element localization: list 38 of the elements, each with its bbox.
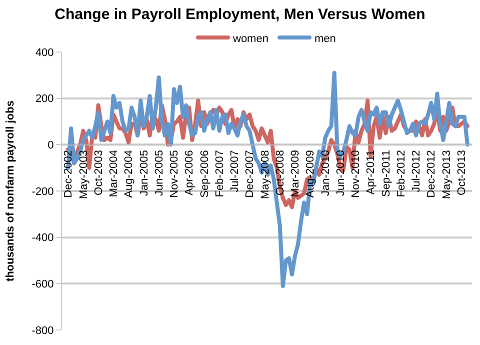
chart-title: Change in Payroll Employment, Men Versus Women	[54, 6, 426, 24]
x-tick-label: Apr-2006	[184, 150, 196, 196]
x-tick-label: Jun-2010	[334, 150, 347, 196]
x-tick-label: Mar-2004	[108, 150, 120, 198]
x-tick-label: May-2008	[259, 150, 272, 199]
x-tick-label: Sep-2006	[198, 150, 211, 198]
y-tick-label: -800	[32, 324, 54, 337]
x-tick-label: Feb-2012	[395, 150, 408, 198]
x-tick-label: Feb-2007	[214, 150, 226, 198]
x-tick-label: Oct-2013	[456, 150, 468, 196]
x-tick-label: Aug-2004	[123, 150, 136, 198]
x-tick-label: Nov-2005	[168, 150, 181, 198]
x-tick-label: Jan-2010	[320, 150, 332, 196]
x-tick-label: Dec-2012	[426, 150, 438, 198]
legend-label: men	[314, 32, 336, 45]
x-tick-label: Jan-2005	[138, 150, 150, 196]
x-tick-label: May-2003	[78, 150, 90, 199]
y-tick-label: 0	[48, 140, 54, 152]
x-tick-label: Aug-2009	[304, 150, 317, 198]
y-tick-label: 200	[35, 93, 54, 106]
x-tick-label: Nov-2010	[350, 150, 362, 198]
y-tick-label: -600	[32, 278, 54, 291]
x-tick-label: Jun-2005	[153, 150, 166, 196]
x-tick-label: Mar-2009	[290, 150, 302, 198]
y-tick-label: -400	[32, 232, 54, 244]
x-tick-label: Oct-2003	[92, 150, 105, 196]
x-tick-label: Jul-2007	[229, 150, 242, 192]
x-tick-label: Apr-2011	[365, 150, 378, 195]
x-tick-label: Oct-2008	[274, 150, 286, 196]
y-tick-label: 400	[35, 46, 54, 59]
legend-label: women	[232, 32, 268, 45]
x-tick-label: Dec-2002	[62, 150, 75, 198]
y-axis-title: thousands of nonfarm payroll jobs	[4, 100, 16, 282]
x-tick-label: May-2013	[440, 150, 453, 199]
x-tick-label: Dec-2007	[244, 150, 256, 198]
x-tick-label: Jul-2012	[410, 150, 423, 192]
y-tick-label: -200	[32, 186, 54, 198]
x-tick-label: Sep-2011	[380, 150, 392, 197]
